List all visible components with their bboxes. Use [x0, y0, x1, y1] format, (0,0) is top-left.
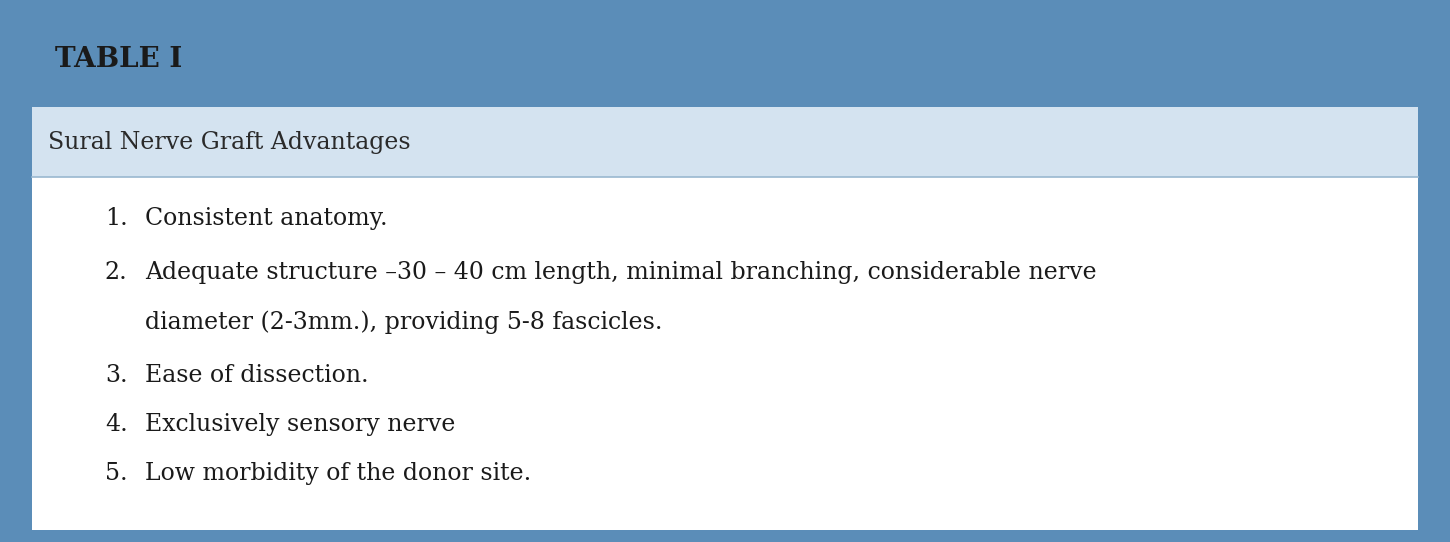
Text: 1.: 1. [104, 208, 128, 230]
Bar [32, 177, 1418, 530]
Text: Consistent anatomy.: Consistent anatomy. [145, 208, 387, 230]
Text: Exclusively sensory nerve: Exclusively sensory nerve [145, 413, 455, 436]
Text: 4.: 4. [104, 413, 128, 436]
Text: 3.: 3. [104, 364, 128, 387]
Bar [32, 12, 1418, 107]
Text: 2.: 2. [104, 261, 128, 285]
Text: Adequate structure –30 – 40 cm length, minimal branching, considerable nerve: Adequate structure –30 – 40 cm length, m… [145, 261, 1096, 285]
Text: Sural Nerve Graft Advantages: Sural Nerve Graft Advantages [48, 131, 410, 153]
Text: Low morbidity of the donor site.: Low morbidity of the donor site. [145, 462, 531, 485]
Bar [32, 107, 1418, 177]
Text: TABLE I: TABLE I [55, 46, 183, 73]
Text: diameter (2-3mm.), providing 5-8 fascicles.: diameter (2-3mm.), providing 5-8 fascicl… [145, 310, 663, 333]
Text: 5.: 5. [104, 462, 128, 485]
Text: Ease of dissection.: Ease of dissection. [145, 364, 368, 387]
